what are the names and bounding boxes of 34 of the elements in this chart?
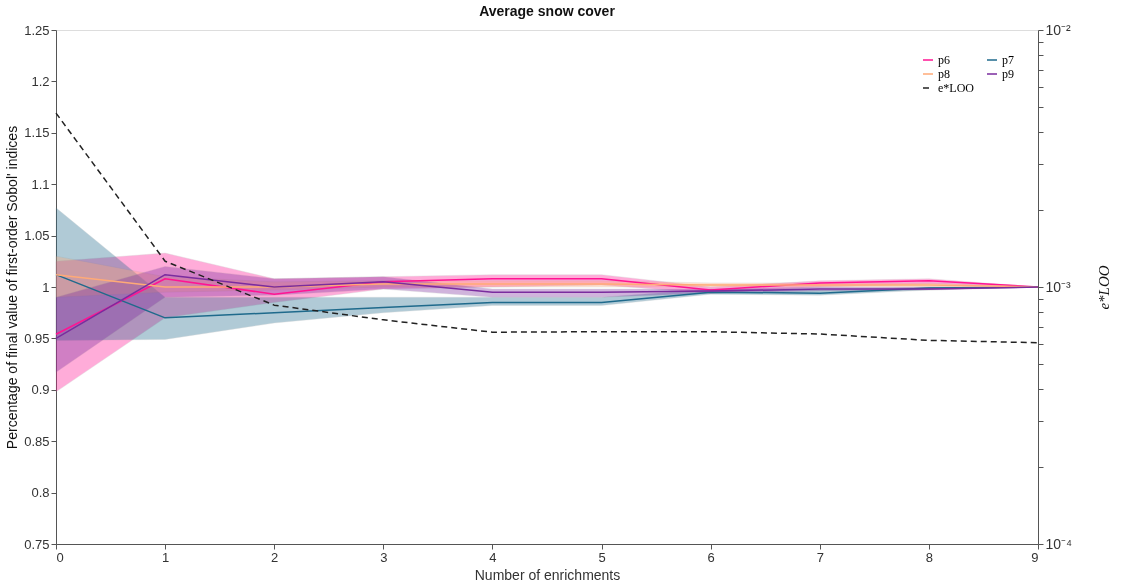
x-tick-label: 4 xyxy=(489,549,497,565)
y-tick-label: 1 xyxy=(42,279,50,295)
y-tick-label: 1.2 xyxy=(31,73,50,89)
y-tick-label: 0.85 xyxy=(24,433,50,449)
y-axis-title: Percentage of final value of first-order Sobol' indices xyxy=(4,125,21,450)
x-tick-label: 3 xyxy=(380,549,388,565)
y-tick-label: 1.05 xyxy=(24,228,50,244)
y-tick-label: 0.95 xyxy=(24,330,50,346)
legend-label: p6 xyxy=(938,53,950,67)
x-tick-label: 8 xyxy=(925,549,934,565)
legend-label: e*LOO xyxy=(938,81,975,95)
y-tick-label: 0.75 xyxy=(24,536,50,552)
x-tick-label: 1 xyxy=(161,549,170,565)
y2-axis-title: e*LOO xyxy=(1096,265,1113,310)
chart-title: Average snow cover xyxy=(479,3,616,19)
y-tick-label: 0.8 xyxy=(31,485,50,501)
x-tick-label: 6 xyxy=(707,549,715,565)
legend-label: p8 xyxy=(938,67,950,81)
y2-tick-label: 10⁻⁴ xyxy=(1045,535,1073,552)
x-tick-label: 9 xyxy=(1031,549,1039,565)
x-tick-label: 7 xyxy=(816,549,824,565)
x-axis-title: Number of enrichments xyxy=(474,566,621,583)
y-tick-label: 0.9 xyxy=(31,382,50,398)
y-tick-label: 1.15 xyxy=(24,125,50,141)
legend-label: p7 xyxy=(1002,53,1014,67)
y-tick-label: 1.25 xyxy=(24,22,50,38)
x-tick-label: 0 xyxy=(56,549,64,565)
y2-tick-label: 10⁻³ xyxy=(1045,278,1072,295)
x-tick-label: 5 xyxy=(598,549,606,565)
legend-label: p9 xyxy=(1002,67,1014,81)
x-tick-label: 2 xyxy=(271,549,279,565)
line-series xyxy=(55,112,1039,344)
y-tick-label: 1.1 xyxy=(31,176,50,192)
y2-tick-label: 10⁻² xyxy=(1045,21,1072,38)
